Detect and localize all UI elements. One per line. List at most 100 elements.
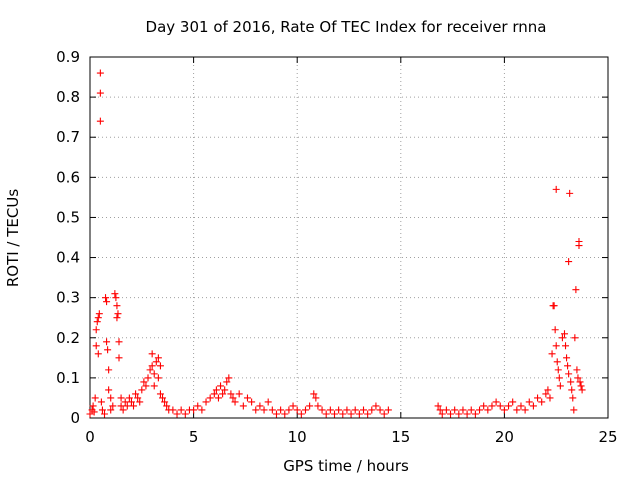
data-point [198,406,206,414]
axis-ticks: 0 5 10 15 20 25 0 0.1 0.2 0.3 0.4 0.5 0.6 0.7 0.8 0.9 [56,48,617,446]
data-point [92,342,100,350]
data-point [97,398,105,406]
data-point [134,394,142,402]
x-tick-label: 10 [288,428,307,446]
data-point [138,386,146,394]
data-point [243,394,251,402]
data-point [190,406,198,414]
data-point [306,402,314,410]
data-point [252,406,260,414]
data-point [119,406,127,414]
data-point [567,378,575,386]
plot-frame [89,56,609,419]
data-point [223,378,231,386]
data-point [563,354,571,362]
data-point [235,390,243,398]
data-point [372,402,380,410]
grid-lines [90,57,608,418]
data-point [566,189,574,197]
data-point [376,406,384,414]
data-point [136,398,144,406]
data-point [154,354,162,362]
x-tick-label: 5 [189,428,199,446]
x-tick-label: 20 [495,428,514,446]
data-point [148,350,156,358]
data-point [206,394,214,402]
data-point [500,406,508,414]
data-point [98,406,106,414]
data-point [576,378,584,386]
data-point [144,374,152,382]
data-point [455,410,463,418]
data-point [102,294,110,302]
data-point [95,310,103,318]
data-point [542,390,550,398]
data-point [239,402,247,410]
data-point [107,406,115,414]
data-point [140,378,148,386]
data-point [256,402,264,410]
data-point [114,310,122,318]
data-point [210,390,218,398]
data-point [264,398,272,406]
data-point [105,366,113,374]
data-point [438,410,446,418]
data-point [227,390,235,398]
data-point [573,366,581,374]
data-point [142,382,150,390]
x-tick-label: 25 [598,428,617,446]
data-point [111,290,119,298]
data-point [471,410,479,418]
data-point [347,410,355,418]
data-point [105,386,113,394]
data-point [322,410,330,418]
data-point [125,394,133,402]
data-point [173,410,181,418]
data-point [272,410,280,418]
data-point [260,406,268,414]
data-point [480,402,488,410]
data-point [551,326,559,334]
data-point [156,362,164,370]
data-point [578,386,586,394]
data-point [181,410,189,418]
y-tick-label: 0.4 [56,249,80,267]
data-point [384,406,392,414]
data-point [318,406,326,414]
data-point [544,386,552,394]
data-points [86,69,586,418]
y-tick-label: 0.6 [56,168,80,186]
data-point [555,374,563,382]
data-point [488,402,496,410]
data-point [281,410,289,418]
y-tick-label: 0.3 [56,289,80,307]
data-point [513,406,521,414]
data-point [310,390,318,398]
data-point [574,374,582,382]
data-point [96,69,104,77]
data-point [268,406,276,414]
data-point [217,382,225,390]
data-point [113,302,121,310]
data-point [229,394,237,402]
data-point [436,406,444,414]
data-point [212,386,220,394]
data-point [214,394,222,402]
data-point [552,185,560,193]
data-point [351,406,359,414]
data-point [159,394,167,402]
data-point [496,402,504,410]
data-point [339,410,347,418]
data-point [517,402,525,410]
data-point [380,410,388,418]
x-tick-label: 15 [391,428,410,446]
data-point [521,406,529,414]
data-point [569,394,577,402]
data-point [109,402,117,410]
data-point [277,406,285,414]
data-point [130,402,138,410]
data-point [93,318,101,326]
data-point [467,406,475,414]
data-point [96,117,104,125]
data-point [107,394,115,402]
